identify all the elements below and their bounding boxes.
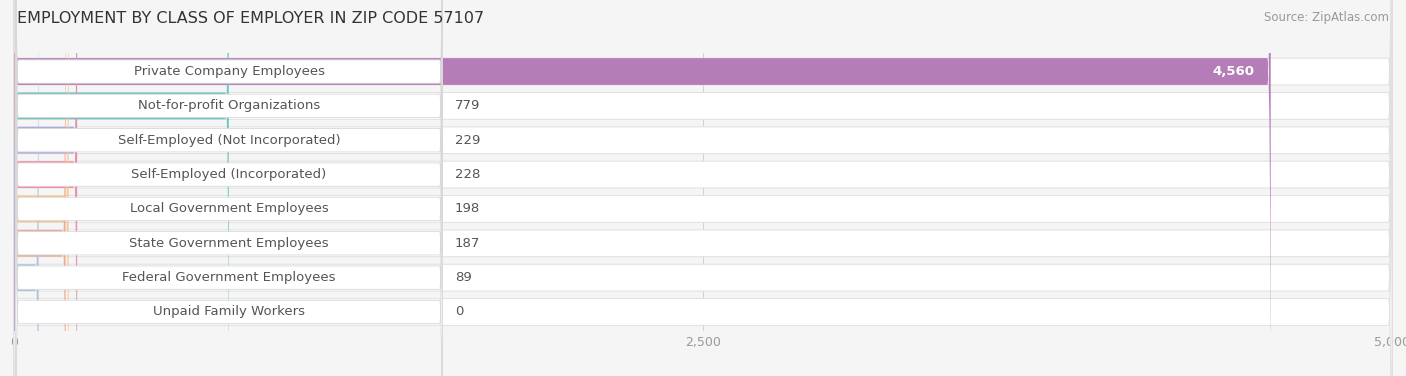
- Text: Not-for-profit Organizations: Not-for-profit Organizations: [138, 99, 321, 112]
- Text: 228: 228: [456, 168, 481, 181]
- Text: 4,560: 4,560: [1212, 65, 1254, 78]
- Text: 187: 187: [456, 237, 481, 250]
- Text: Private Company Employees: Private Company Employees: [134, 65, 325, 78]
- Text: 198: 198: [456, 202, 481, 215]
- FancyBboxPatch shape: [14, 0, 229, 376]
- FancyBboxPatch shape: [14, 0, 1392, 376]
- FancyBboxPatch shape: [14, 0, 1392, 376]
- FancyBboxPatch shape: [15, 0, 443, 376]
- FancyBboxPatch shape: [15, 0, 443, 376]
- FancyBboxPatch shape: [14, 0, 1392, 376]
- FancyBboxPatch shape: [14, 0, 1392, 376]
- FancyBboxPatch shape: [15, 0, 443, 376]
- FancyBboxPatch shape: [14, 0, 1271, 376]
- Text: 89: 89: [456, 271, 472, 284]
- Text: Unpaid Family Workers: Unpaid Family Workers: [153, 305, 305, 318]
- FancyBboxPatch shape: [14, 0, 38, 376]
- FancyBboxPatch shape: [13, 0, 17, 376]
- Text: 779: 779: [456, 99, 481, 112]
- Text: EMPLOYMENT BY CLASS OF EMPLOYER IN ZIP CODE 57107: EMPLOYMENT BY CLASS OF EMPLOYER IN ZIP C…: [17, 11, 484, 26]
- Text: 229: 229: [456, 134, 481, 147]
- FancyBboxPatch shape: [14, 0, 1392, 376]
- FancyBboxPatch shape: [15, 0, 443, 376]
- Text: Self-Employed (Not Incorporated): Self-Employed (Not Incorporated): [118, 134, 340, 147]
- Text: Source: ZipAtlas.com: Source: ZipAtlas.com: [1264, 11, 1389, 24]
- FancyBboxPatch shape: [15, 0, 443, 376]
- FancyBboxPatch shape: [14, 0, 1392, 376]
- FancyBboxPatch shape: [15, 0, 443, 376]
- Text: Local Government Employees: Local Government Employees: [129, 202, 329, 215]
- FancyBboxPatch shape: [14, 0, 66, 376]
- Text: Federal Government Employees: Federal Government Employees: [122, 271, 336, 284]
- Text: State Government Employees: State Government Employees: [129, 237, 329, 250]
- Text: Self-Employed (Incorporated): Self-Employed (Incorporated): [131, 168, 326, 181]
- FancyBboxPatch shape: [14, 0, 69, 376]
- FancyBboxPatch shape: [15, 0, 443, 376]
- FancyBboxPatch shape: [14, 0, 1392, 376]
- FancyBboxPatch shape: [15, 0, 443, 376]
- FancyBboxPatch shape: [14, 0, 77, 376]
- FancyBboxPatch shape: [14, 0, 77, 376]
- FancyBboxPatch shape: [14, 0, 1392, 376]
- Text: 0: 0: [456, 305, 464, 318]
